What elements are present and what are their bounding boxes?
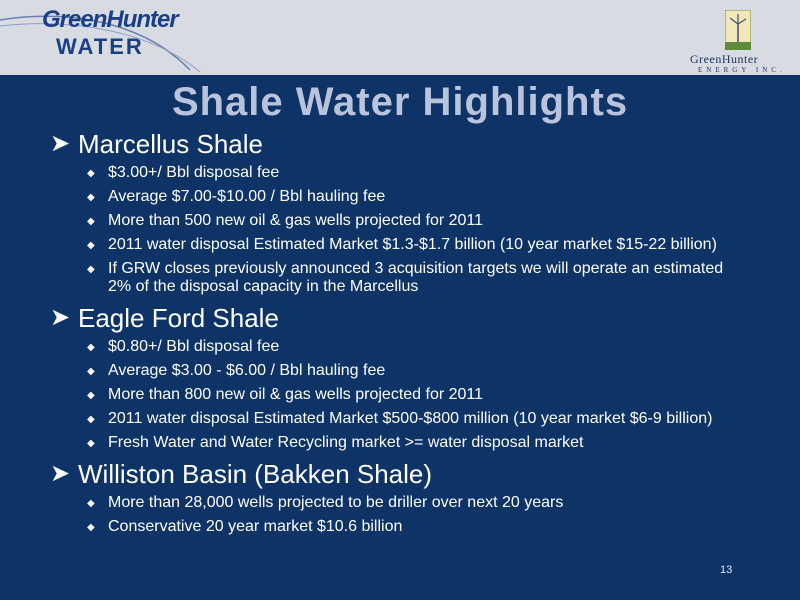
diamond-bullet-icon: ◆ bbox=[87, 498, 95, 509]
diamond-bullet-icon: ◆ bbox=[87, 216, 95, 227]
bullet-list: ◆ More than 28,000 wells projected to be … bbox=[50, 494, 750, 536]
bullet-list: ◆ $3.00+/ Bbl disposal fee ◆ Average $7.00… bbox=[50, 164, 750, 296]
list-item: ◆ 2011 water disposal Estimated Market $5… bbox=[87, 410, 728, 428]
list-item-text: More than 800 new oil & gas wells projec… bbox=[108, 386, 484, 403]
list-item-text: If GRW closes previously announced 3 acq… bbox=[108, 260, 724, 295]
bullet-list: ◆ $0.80+/ Bbl disposal fee ◆ Average $3.00… bbox=[50, 338, 750, 452]
list-item: ◆ $3.00+/ Bbl disposal fee bbox=[87, 164, 728, 182]
diamond-bullet-icon: ◆ bbox=[87, 264, 95, 275]
diamond-bullet-icon: ◆ bbox=[87, 168, 95, 179]
list-item-text: 2011 water disposal Estimated Market $1.… bbox=[108, 236, 717, 253]
wind-turbine-icon bbox=[725, 10, 751, 50]
section-heading: ➤ Williston Basin (Bakken Shale) bbox=[50, 458, 750, 490]
list-item: ◆ Conservative 20 year market $10.6 billi… bbox=[87, 518, 728, 536]
list-item-text: $3.00+/ Bbl disposal fee bbox=[108, 164, 280, 181]
header-bar: GreenHunter WATER GreenHunter ENERGY INC… bbox=[0, 0, 800, 75]
list-item-text: Average $3.00 - $6.00 / Bbl hauling fee bbox=[108, 362, 386, 379]
list-item: ◆ Fresh Water and Water Recycling market … bbox=[87, 434, 728, 452]
list-item-text: $0.80+/ Bbl disposal fee bbox=[108, 338, 280, 355]
slide-content: ➤ Marcellus Shale ◆ $3.00+/ Bbl disposal … bbox=[50, 128, 750, 542]
list-item: ◆ Average $7.00-$10.00 / Bbl hauling fee bbox=[87, 188, 728, 206]
section-marcellus: ➤ Marcellus Shale ◆ $3.00+/ Bbl disposal … bbox=[50, 128, 750, 296]
diamond-bullet-icon: ◆ bbox=[87, 414, 95, 425]
arrow-bullet-icon: ➤ bbox=[50, 304, 71, 331]
section-heading-text: Eagle Ford Shale bbox=[78, 303, 279, 333]
arrow-bullet-icon: ➤ bbox=[50, 130, 71, 157]
list-item: ◆ More than 800 new oil & gas wells proje… bbox=[87, 386, 728, 404]
diamond-bullet-icon: ◆ bbox=[87, 366, 95, 377]
list-item: ◆ More than 28,000 wells projected to be … bbox=[87, 494, 728, 512]
diamond-bullet-icon: ◆ bbox=[87, 522, 95, 533]
list-item-text: Conservative 20 year market $10.6 billio… bbox=[108, 518, 403, 535]
arrow-bullet-icon: ➤ bbox=[50, 460, 71, 487]
greenhunter-water-logo: GreenHunter WATER bbox=[42, 6, 192, 66]
logo-left-line1: GreenHunter bbox=[42, 6, 179, 33]
slide-title: Shale Water Highlights bbox=[171, 80, 629, 124]
list-item-text: Fresh Water and Water Recycling market >… bbox=[108, 434, 584, 451]
diamond-bullet-icon: ◆ bbox=[87, 192, 95, 203]
logo-right-name: GreenHunter bbox=[690, 52, 759, 66]
section-heading: ➤ Marcellus Shale bbox=[50, 128, 750, 160]
diamond-bullet-icon: ◆ bbox=[87, 342, 95, 353]
section-eagle-ford: ➤ Eagle Ford Shale ◆ $0.80+/ Bbl disposal… bbox=[50, 302, 750, 452]
section-heading-text: Williston Basin (Bakken Shale) bbox=[78, 459, 433, 489]
logo-left-line2: WATER bbox=[56, 34, 144, 59]
section-heading: ➤ Eagle Ford Shale bbox=[50, 302, 750, 334]
list-item: ◆ Average $3.00 - $6.00 / Bbl hauling fee bbox=[87, 362, 728, 380]
greenhunter-energy-logo: GreenHunter ENERGY INC. bbox=[680, 10, 790, 74]
list-item: ◆ More than 500 new oil & gas wells proje… bbox=[87, 212, 728, 230]
list-item-text: Average $7.00-$10.00 / Bbl hauling fee bbox=[108, 188, 386, 205]
section-heading-text: Marcellus Shale bbox=[78, 129, 263, 159]
list-item-text: More than 28,000 wells projected to be d… bbox=[108, 494, 564, 511]
list-item-text: More than 500 new oil & gas wells projec… bbox=[108, 212, 484, 229]
page-number: 13 bbox=[720, 564, 733, 576]
diamond-bullet-icon: ◆ bbox=[87, 240, 95, 251]
list-item-text: 2011 water disposal Estimated Market $50… bbox=[108, 410, 713, 427]
list-item: ◆ 2011 water disposal Estimated Market $1… bbox=[87, 236, 728, 254]
header-swoosh-graphic bbox=[0, 15, 201, 73]
list-item: ◆ $0.80+/ Bbl disposal fee bbox=[87, 338, 728, 356]
diamond-bullet-icon: ◆ bbox=[87, 438, 95, 449]
list-item: ◆ If GRW closes previously announced 3 ac… bbox=[87, 260, 728, 296]
section-williston: ➤ Williston Basin (Bakken Shale) ◆ More t… bbox=[50, 458, 750, 536]
logo-right-subtitle: ENERGY INC. bbox=[698, 66, 786, 74]
diamond-bullet-icon: ◆ bbox=[87, 390, 95, 401]
